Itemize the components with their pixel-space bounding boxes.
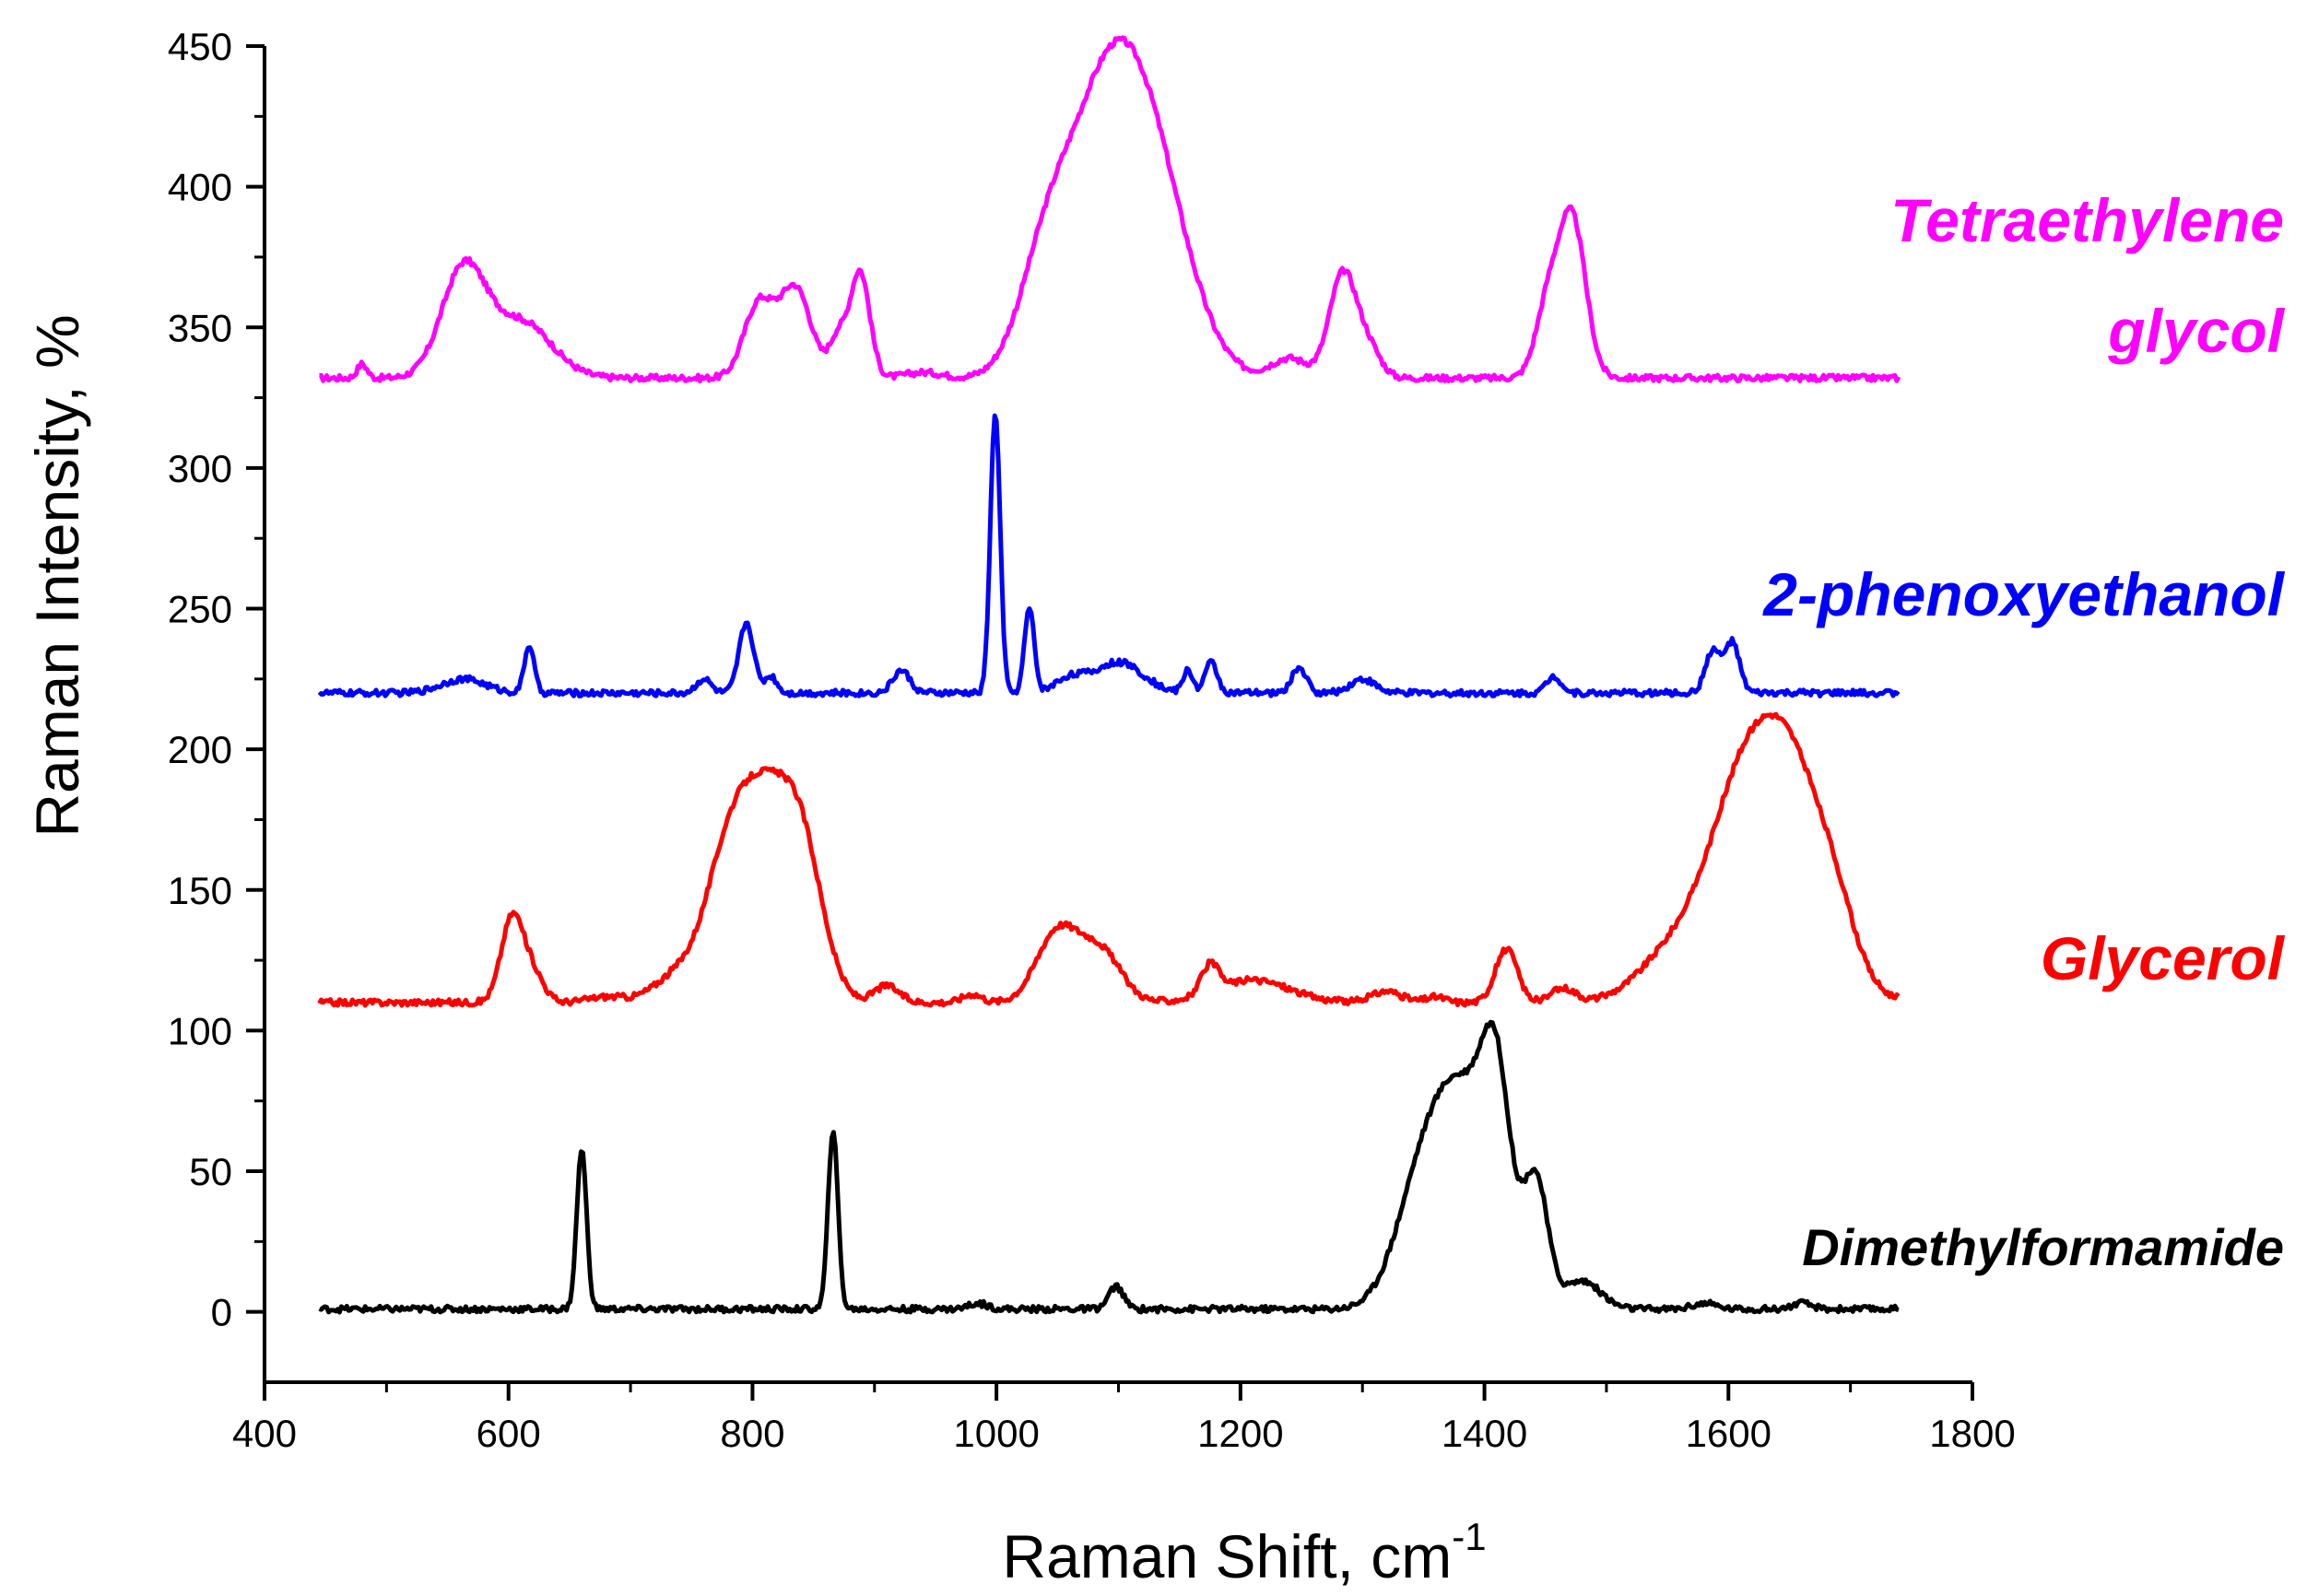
label-tetraethylene: Tetraethylene (1890, 186, 2284, 254)
series-labels: Tetraethylene glycol 2-phenoxyethanol Gl… (1761, 186, 2285, 1276)
label-glycol: glycol (2107, 297, 2285, 365)
chart-axes: 400 600 800 1000 1200 1400 1600 1800 0 50 100 150 20… (168, 25, 2016, 1455)
label-dimethylformamide: Dimethylformamide (1802, 1218, 2284, 1276)
y-axis-title: Raman Intensity, % (23, 314, 91, 837)
x-axis-title: Raman Shift, cm-1 (1002, 1515, 1486, 1590)
axis-titles: Raman Shift, cm-1 Raman Intensity, % (23, 314, 1487, 1590)
y-tick-label-200: 200 (168, 728, 232, 771)
x-tick-label-1800: 1800 (1929, 1412, 2015, 1455)
x-tick-label-1400: 1400 (1442, 1412, 1527, 1455)
label-glycerol: Glycerol (2041, 924, 2286, 992)
y-tick-label-300: 300 (168, 447, 232, 490)
series-line-2-phenoxyethanol (317, 413, 1901, 698)
y-tick-label-450: 450 (168, 25, 232, 68)
y-tick-label-400: 400 (168, 166, 232, 209)
x-axis-title-text: Raman Shift, cm (1002, 1522, 1452, 1590)
x-tick-label-600: 600 (477, 1412, 541, 1455)
x-tick-label-1600: 1600 (1686, 1412, 1771, 1455)
label-2-phenoxyethanol: 2-phenoxyethanol (1761, 560, 2285, 628)
series-line-dimethylformamide (318, 1019, 1900, 1315)
x-tick-label-400: 400 (232, 1412, 297, 1455)
y-tick-label-0: 0 (211, 1291, 232, 1334)
x-axis-title-superscript: -1 (1452, 1515, 1486, 1558)
y-tick-label-350: 350 (168, 306, 232, 349)
series-line-glycerol (317, 711, 1901, 1008)
x-tick-label-1200: 1200 (1197, 1412, 1283, 1455)
y-tick-label-100: 100 (168, 1009, 232, 1052)
series-lines (317, 35, 1901, 1315)
y-tick-label-250: 250 (168, 588, 232, 631)
y-tick-label-150: 150 (168, 869, 232, 912)
x-tick-label-800: 800 (720, 1412, 784, 1455)
y-tick-label-50: 50 (189, 1150, 232, 1193)
series-line-tetraethylene-glycol (319, 35, 1901, 383)
x-tick-label-1000: 1000 (953, 1412, 1039, 1455)
